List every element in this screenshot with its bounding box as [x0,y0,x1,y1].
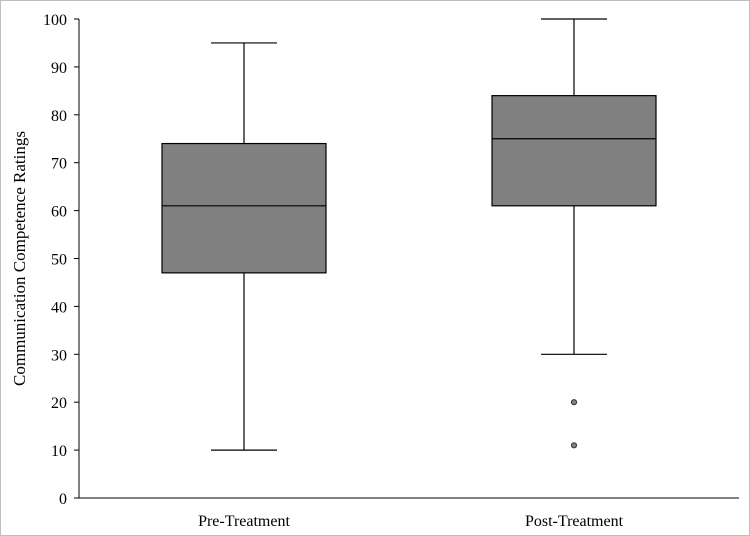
iqr-box [161,142,327,274]
y-axis-title: Communication Competence Ratings [10,131,29,386]
y-tick-label: 80 [51,108,67,125]
box-group [491,18,657,449]
y-tick-label: 100 [43,12,67,29]
y-tick-label: 60 [51,204,67,221]
y-tick-label: 10 [51,443,67,460]
y-axis: 0 10 20 30 40 50 60 70 80 90 100 [43,12,80,508]
outlier-point [570,442,578,449]
iqr-box [491,95,657,207]
x-tick-label: Post-Treatment [525,513,624,530]
y-tick-label: 50 [51,252,67,269]
y-tick-label: 0 [59,491,67,508]
y-tick-label: 40 [51,299,67,316]
y-tick-label: 30 [51,347,67,364]
box-series [161,18,657,451]
x-tick-label: Pre-Treatment [198,513,290,530]
outlier-point [570,399,578,406]
x-axis: Pre-Treatment Post-Treatment [79,497,739,530]
y-tick-label: 20 [51,395,67,412]
y-tick-label: 70 [51,156,67,173]
box-group [161,42,327,451]
y-tick-label: 90 [51,60,67,77]
